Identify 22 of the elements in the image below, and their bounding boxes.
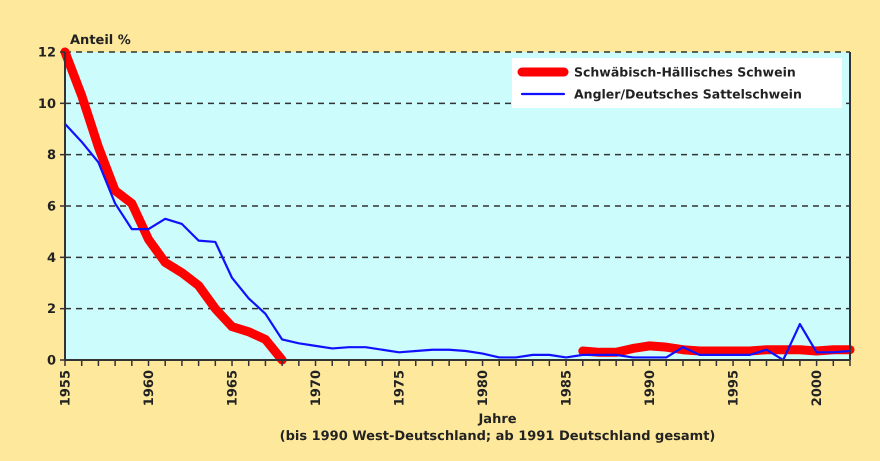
x-tick-label: 1955 <box>58 370 74 406</box>
y-axis-title: Anteil % <box>70 33 131 48</box>
x-tick-label: 1975 <box>392 370 408 406</box>
x-tick-label: 1985 <box>560 370 575 406</box>
legend-label: Schwäbisch-Hällisches Schwein <box>574 64 796 80</box>
x-tick-label: 2000 <box>810 370 826 406</box>
y-tick-label: 2 <box>46 302 56 318</box>
y-tick-label: 10 <box>38 96 56 112</box>
x-tick-label: 1965 <box>226 370 241 406</box>
text: (bis 1990 West-Deutschland; ab 1991 Deutschland gesamt) <box>280 429 716 444</box>
y-tick-label: 8 <box>46 148 56 164</box>
y-tick-label: 12 <box>38 46 56 61</box>
x-tick-label: 1980 <box>476 370 492 406</box>
y-tick-label: 0 <box>46 354 56 369</box>
x-axis-title: Jahre <box>477 412 517 427</box>
x-tick-label: 1990 <box>643 370 658 406</box>
legend-label: Angler/Deutsches Sattelschwein <box>574 86 802 102</box>
y-tick-label: 6 <box>46 200 56 215</box>
x-tick-label: 1995 <box>726 370 742 406</box>
x-tick-label: 1960 <box>142 370 158 406</box>
y-tick-label: 4 <box>46 250 56 266</box>
x-tick-label: 1970 <box>309 370 324 406</box>
